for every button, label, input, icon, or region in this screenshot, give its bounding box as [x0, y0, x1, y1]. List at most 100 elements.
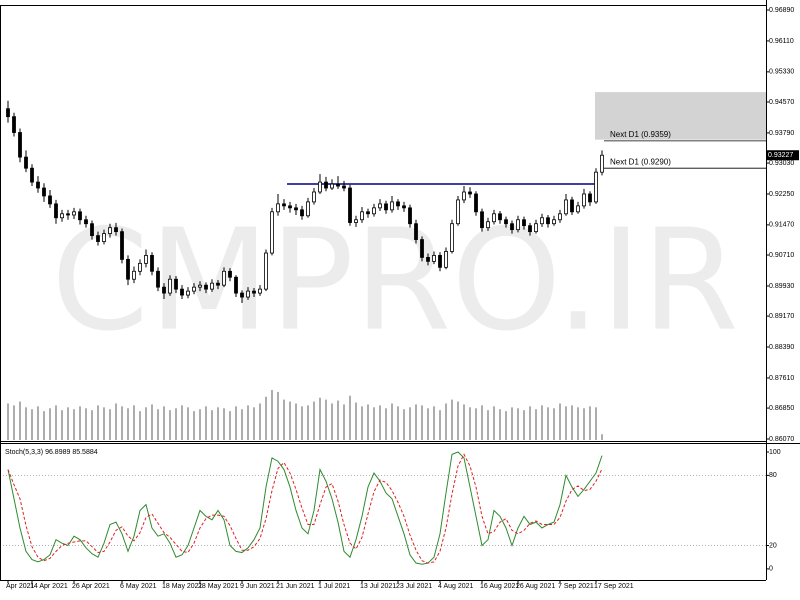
candle-body — [96, 235, 100, 242]
current-price-box — [766, 150, 799, 161]
candle-body — [354, 219, 358, 223]
candle-body — [42, 187, 46, 197]
candle-body — [6, 108, 10, 118]
x-tick-label: 17 Sep 2021 — [594, 583, 634, 590]
current-price-label: 0.93227 — [768, 152, 793, 159]
candle-body — [432, 255, 436, 262]
candle-body — [162, 286, 166, 294]
y-tick-label: 0.89930 — [769, 283, 794, 290]
y-tick-label: 0.91470 — [769, 222, 794, 229]
candle-body — [102, 233, 106, 242]
candle-body — [510, 223, 514, 231]
candle-body — [546, 217, 550, 225]
candle-body — [504, 219, 508, 225]
y-tick-label: 0.90710 — [769, 252, 794, 259]
candle-body — [480, 211, 484, 229]
candle-body — [330, 183, 334, 189]
candle-body — [444, 251, 448, 268]
candle-body — [174, 278, 178, 290]
x-tick-label: 23 Jul 2021 — [396, 583, 432, 590]
candle-body — [78, 211, 82, 221]
candle-body — [30, 167, 34, 183]
candle-body — [408, 207, 412, 225]
candle-body — [516, 219, 520, 231]
candle-body — [498, 213, 502, 221]
y-tick-label: 0 — [769, 566, 773, 573]
candle-body — [114, 227, 118, 233]
x-tick-label: 6 May 2021 — [120, 583, 157, 590]
indicator-title: Stoch(5,3,3) 96.8989 85.5884 — [5, 449, 98, 456]
y-tick-label: 0.93030 — [769, 160, 794, 167]
candle-body — [396, 201, 400, 207]
candle-body — [348, 187, 352, 223]
candle-body — [462, 191, 466, 201]
y-tick-label: 0.96890 — [769, 7, 794, 14]
candle-body — [228, 270, 232, 278]
candle-body — [456, 199, 460, 225]
candle-body — [186, 290, 190, 296]
candle-body — [222, 270, 226, 286]
candle-body — [138, 262, 142, 272]
y-tick-label: 0.94570 — [769, 99, 794, 106]
candle-body — [534, 223, 538, 233]
candle-body — [48, 195, 52, 205]
x-tick-label: 16 Aug 2021 — [480, 583, 519, 590]
candle-body — [150, 255, 154, 272]
candle-body — [360, 211, 364, 221]
candle-body — [318, 181, 322, 193]
y-tick-label: 0.87610 — [769, 375, 794, 382]
y-tick-label: 0.88390 — [769, 344, 794, 351]
candle-body — [270, 211, 274, 254]
candle-body — [420, 239, 424, 258]
y-tick-label: 0.86070 — [769, 436, 794, 443]
y-tick-label: 0.92250 — [769, 191, 794, 198]
price-zone — [595, 92, 766, 140]
candle-body — [204, 284, 208, 290]
x-tick-label: Apr 2021 — [6, 583, 35, 590]
x-tick-label: 4 Aug 2021 — [438, 583, 474, 590]
candle-body — [72, 211, 76, 216]
candle-body — [246, 290, 250, 298]
y-tick-label: 0.95330 — [769, 69, 794, 76]
x-tick-label: 28 May 2021 — [198, 583, 239, 590]
y-tick-label: 20 — [769, 542, 777, 549]
candle-body — [402, 205, 406, 209]
candle-body — [252, 290, 256, 294]
candle-body — [198, 284, 202, 288]
candle-body — [336, 183, 340, 187]
candle-body — [18, 132, 22, 158]
candle-body — [522, 219, 526, 227]
candle-body — [288, 205, 292, 209]
candle-body — [558, 213, 562, 221]
watermark: CMPRO.IR — [51, 200, 739, 363]
x-tick-label: 7 Sep 2021 — [558, 583, 594, 590]
x-tick-label: 26 Apr 2021 — [72, 583, 110, 590]
y-tick-label: 0.96110 — [769, 38, 794, 45]
candle-body — [234, 276, 238, 294]
candle-body — [264, 252, 268, 290]
x-tick-label: 21 Jun 2021 — [276, 583, 315, 590]
candle-body — [594, 171, 598, 203]
candle-body — [120, 231, 124, 260]
candle-body — [600, 154, 604, 173]
candle-body — [90, 223, 94, 237]
candle-body — [306, 201, 310, 217]
candle-body — [60, 213, 64, 219]
candle-body — [372, 207, 376, 215]
candle-body — [450, 223, 454, 252]
candle-body — [24, 156, 28, 169]
candle-body — [564, 199, 568, 215]
candle-body — [492, 213, 496, 223]
candle-body — [324, 181, 328, 189]
candle-body — [588, 193, 592, 203]
candle-body — [342, 185, 346, 189]
y-tick-label: 0.89170 — [769, 313, 794, 320]
candle-body — [276, 203, 280, 213]
candle-body — [168, 278, 172, 294]
candle-body — [108, 227, 112, 235]
y-tick-label: 0.86850 — [769, 405, 794, 412]
candle-body — [132, 270, 136, 280]
candle-body — [216, 282, 220, 286]
candle-body — [540, 217, 544, 225]
